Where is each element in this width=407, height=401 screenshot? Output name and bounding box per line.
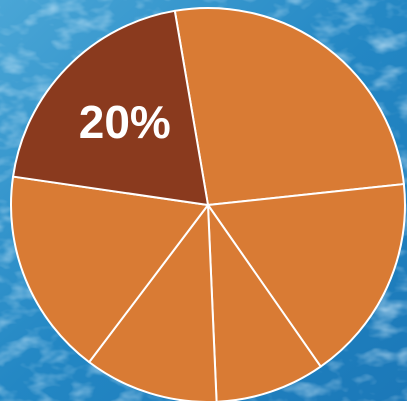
pie-slice	[207, 204, 322, 401]
pie-slice	[88, 204, 218, 401]
slice-label: 20%	[79, 96, 171, 148]
pie-slice	[10, 175, 209, 364]
pie-slice	[173, 7, 405, 206]
pie: 20%	[10, 7, 406, 401]
pie-slice	[12, 9, 209, 206]
pie-slice	[207, 183, 406, 368]
